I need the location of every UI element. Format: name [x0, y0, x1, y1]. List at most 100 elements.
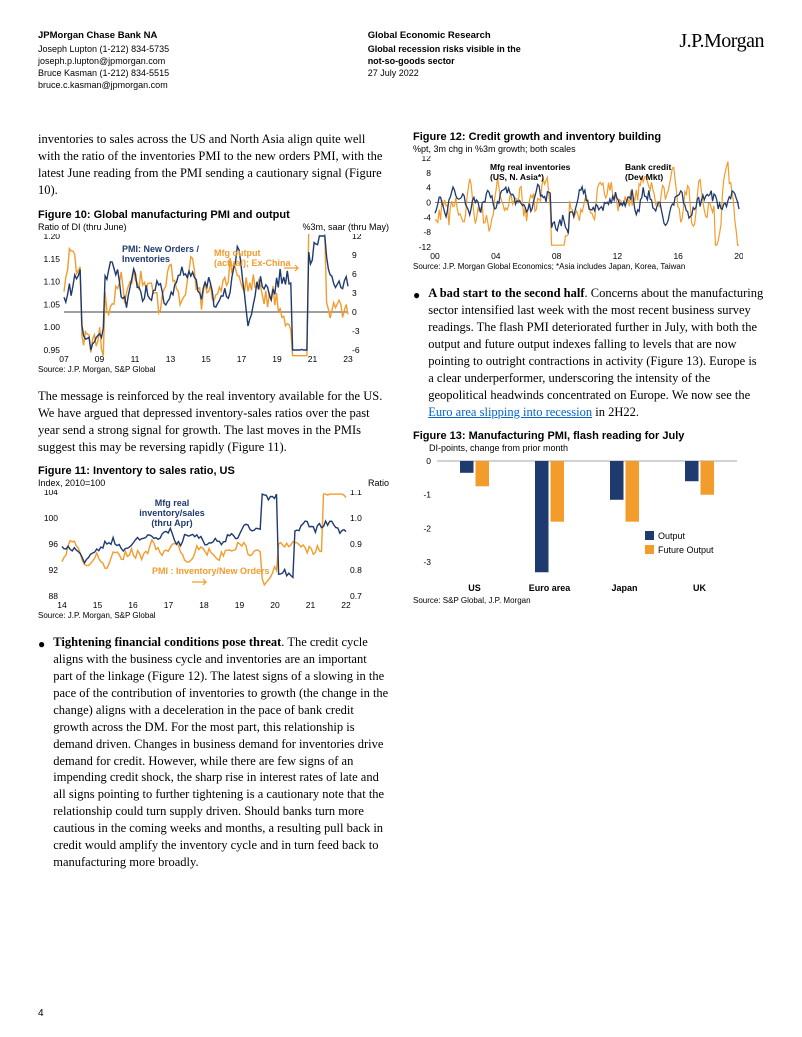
- svg-text:07: 07: [59, 354, 69, 364]
- right-b1-text-b: in 2H22.: [592, 405, 639, 419]
- svg-text:Bank credit: Bank credit: [625, 162, 671, 172]
- left-para-2: The message is reinforced by the real in…: [38, 388, 389, 456]
- svg-text:20: 20: [734, 251, 743, 261]
- svg-text:Japan: Japan: [611, 583, 637, 593]
- figure-10: Figure 10: Global manufacturing PMI and …: [38, 209, 389, 374]
- dept-name: Global Economic Research: [368, 30, 521, 43]
- svg-text:19: 19: [272, 354, 282, 364]
- svg-text:0: 0: [426, 198, 431, 208]
- right-bullet-1-body: A bad start to the second half. Concerns…: [428, 285, 764, 420]
- figure-12: Figure 12: Credit growth and inventory b…: [413, 131, 764, 271]
- svg-text:UK: UK: [693, 583, 706, 593]
- left-para-1: inventories to sales across the US and N…: [38, 131, 389, 199]
- svg-text:04: 04: [491, 251, 501, 261]
- svg-text:18: 18: [199, 600, 209, 610]
- svg-text:1.20: 1.20: [43, 234, 60, 241]
- svg-text:23: 23: [343, 354, 353, 364]
- fig12-chart: -12-8-404812000408121620Mfg real invento…: [413, 156, 764, 261]
- svg-text:8: 8: [426, 168, 431, 178]
- svg-text:00: 00: [430, 251, 440, 261]
- fig10-source: Source: J.P. Morgan, S&P Global: [38, 365, 389, 374]
- svg-text:08: 08: [552, 251, 562, 261]
- svg-text:17: 17: [164, 600, 174, 610]
- fig10-leftaxis: Ratio of DI (thru June): [38, 222, 127, 232]
- svg-text:(thru Apr): (thru Apr): [151, 518, 192, 528]
- page-number: 4: [38, 1008, 44, 1019]
- author2-name: Bruce Kasman (1-212) 834-5515: [38, 67, 169, 79]
- svg-text:Output: Output: [658, 531, 686, 541]
- svg-text:21: 21: [308, 354, 318, 364]
- fig13-source: Source: S&P Global, J.P. Morgan: [413, 596, 764, 605]
- fig12-sub: %pt, 3m chg in %3m growth; both scales: [413, 144, 764, 154]
- svg-text:14: 14: [57, 600, 67, 610]
- bullet-dot-icon: ●: [413, 285, 420, 420]
- fig13-sub: DI-points, change from prior month: [429, 443, 764, 453]
- svg-text:104: 104: [44, 490, 58, 497]
- svg-text:0: 0: [426, 456, 431, 466]
- header-center: Global Economic Research Global recessio…: [328, 30, 521, 91]
- svg-text:Inventories: Inventories: [122, 254, 170, 264]
- right-b1-lead: A bad start to the second half: [428, 286, 584, 300]
- right-bullet-1: ● A bad start to the second half. Concer…: [413, 285, 764, 420]
- svg-text:1.10: 1.10: [43, 276, 60, 286]
- svg-text:inventory/sales: inventory/sales: [139, 508, 205, 518]
- svg-text:16: 16: [673, 251, 683, 261]
- svg-text:20: 20: [270, 600, 280, 610]
- fig11-title: Figure 11: Inventory to sales ratio, US: [38, 465, 389, 477]
- doc-title-2: not-so-goods sector: [368, 55, 521, 67]
- svg-text:0: 0: [352, 307, 357, 317]
- svg-text:6: 6: [352, 269, 357, 279]
- svg-text:11: 11: [131, 354, 140, 364]
- svg-text:15: 15: [201, 354, 211, 364]
- svg-text:4: 4: [426, 183, 431, 193]
- svg-text:0.7: 0.7: [350, 591, 362, 601]
- fig12-source: Source: J.P. Morgan Global Economics; *A…: [413, 262, 764, 271]
- svg-text:Euro area: Euro area: [529, 583, 572, 593]
- svg-text:-1: -1: [423, 490, 431, 500]
- svg-text:0.95: 0.95: [43, 345, 60, 355]
- svg-text:(Dev Mkt): (Dev Mkt): [625, 172, 663, 182]
- fig12-title: Figure 12: Credit growth and inventory b…: [413, 131, 764, 143]
- svg-text:1.05: 1.05: [43, 299, 60, 309]
- header-left: JPMorgan Chase Bank NA Joseph Lupton (1-…: [38, 30, 169, 91]
- author2-email: bruce.c.kasman@jpmorgan.com: [38, 79, 169, 91]
- doc-title-1: Global recession risks visible in the: [368, 43, 521, 55]
- fig13-chart: 0 -1 -2 -3 US Euro area Japan UK Output Future Ou…: [413, 455, 764, 595]
- left-bullet-1-body: Tightening financial conditions pose thr…: [53, 634, 389, 870]
- svg-text:Mfg output: Mfg output: [214, 248, 260, 258]
- svg-text:PMI : Inventory/New Orders: PMI : Inventory/New Orders: [152, 566, 270, 576]
- svg-text:21: 21: [306, 600, 316, 610]
- left-b1-text: . The credit cycle aligns with the busin…: [53, 635, 388, 868]
- fig13-title: Figure 13: Manufacturing PMI, flash read…: [413, 430, 764, 442]
- svg-text:-3: -3: [423, 558, 431, 568]
- svg-text:US: US: [468, 583, 481, 593]
- svg-text:(US, N. Asia*): (US, N. Asia*): [490, 172, 544, 182]
- svg-text:PMI: New Orders /: PMI: New Orders /: [122, 244, 200, 254]
- svg-text:(actual); Ex-China: (actual); Ex-China: [214, 258, 292, 268]
- left-bullet-1: ● Tightening financial conditions pose t…: [38, 634, 389, 870]
- euro-recession-link[interactable]: Euro area slipping into recession: [428, 405, 592, 419]
- body-columns: inventories to sales across the US and N…: [38, 131, 764, 880]
- svg-text:-2: -2: [423, 524, 431, 534]
- svg-text:-8: -8: [423, 228, 431, 238]
- figure-11: Figure 11: Inventory to sales ratio, US …: [38, 465, 389, 620]
- svg-text:96: 96: [49, 539, 59, 549]
- fig10-rightaxis: %3m, saar (thru May): [302, 222, 389, 232]
- page-header: JPMorgan Chase Bank NA Joseph Lupton (1-…: [38, 30, 764, 91]
- fig10-title: Figure 10: Global manufacturing PMI and …: [38, 209, 389, 221]
- brand-logo: J.P.Morgan: [679, 30, 764, 91]
- svg-text:9: 9: [352, 250, 357, 260]
- svg-text:-6: -6: [352, 345, 360, 355]
- svg-text:13: 13: [166, 354, 176, 364]
- doc-date: 27 July 2022: [368, 67, 521, 79]
- svg-text:3: 3: [352, 288, 357, 298]
- svg-text:1.15: 1.15: [43, 254, 60, 264]
- left-column: inventories to sales across the US and N…: [38, 131, 389, 880]
- svg-text:15: 15: [93, 600, 103, 610]
- svg-text:Mfg real: Mfg real: [155, 498, 190, 508]
- svg-text:Future Output: Future Output: [658, 545, 714, 555]
- right-b1-text-a: . Concerns about the manufacturing secto…: [428, 286, 763, 401]
- fig10-chart: 0.951.001.051.101.151.20-6-3036912070911…: [38, 234, 389, 364]
- svg-text:0.9: 0.9: [350, 539, 362, 549]
- svg-text:1.1: 1.1: [350, 490, 362, 497]
